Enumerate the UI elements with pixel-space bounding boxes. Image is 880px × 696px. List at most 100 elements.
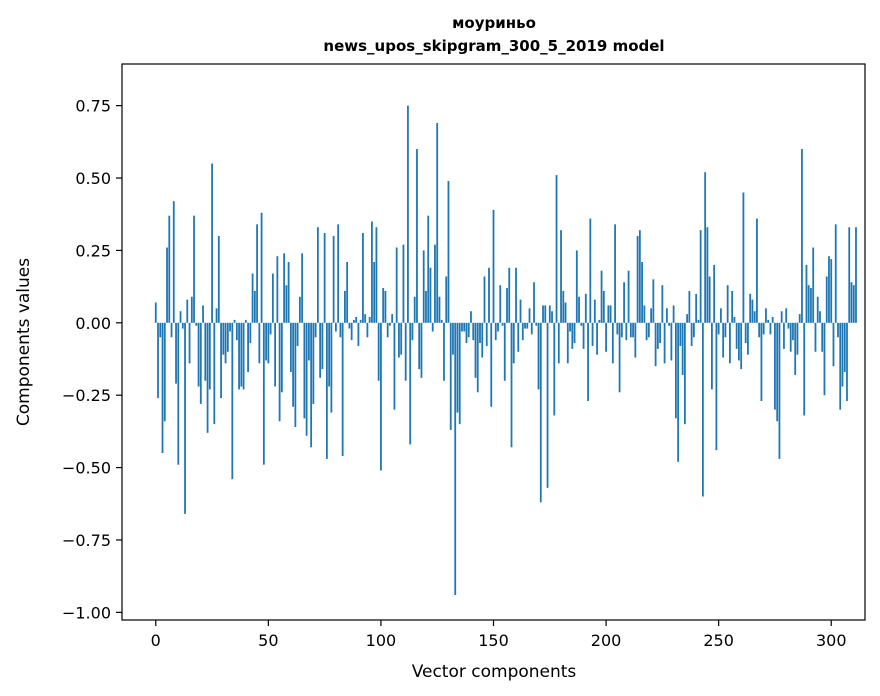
bar	[298, 296, 301, 323]
bar	[789, 322, 792, 352]
bar	[578, 296, 580, 323]
bar	[733, 317, 736, 323]
bar	[774, 322, 776, 410]
bar	[810, 288, 812, 323]
bar	[508, 267, 511, 323]
bar	[843, 322, 846, 373]
bar	[537, 322, 540, 390]
bar	[661, 285, 664, 323]
bar	[582, 322, 585, 349]
bar	[454, 322, 457, 595]
bar	[301, 253, 304, 323]
bar	[602, 290, 605, 323]
bar	[265, 322, 267, 361]
bar	[346, 262, 349, 323]
bar	[319, 322, 322, 378]
bar	[731, 290, 734, 323]
bar	[553, 322, 556, 416]
bar	[373, 262, 376, 323]
bar	[499, 285, 502, 323]
bar	[796, 322, 799, 355]
bar	[503, 322, 506, 381]
bar	[244, 319, 247, 323]
bar	[305, 322, 308, 436]
bar	[618, 322, 621, 393]
bar	[242, 322, 245, 390]
y-tick-label: −1.00	[62, 603, 111, 622]
bar	[217, 235, 220, 323]
bar	[170, 322, 173, 338]
bar	[425, 290, 427, 323]
y-tick-label: 0.75	[75, 97, 111, 116]
bar	[834, 224, 837, 323]
x-tick-label: 200	[591, 631, 622, 650]
bar	[481, 322, 484, 358]
bar	[184, 322, 186, 514]
bar	[407, 105, 409, 323]
bar	[530, 322, 533, 335]
bar	[517, 322, 520, 352]
bar	[479, 322, 481, 344]
bar	[589, 218, 592, 323]
bar	[163, 322, 166, 422]
bar	[850, 282, 853, 323]
bar	[429, 267, 432, 323]
bar	[593, 299, 596, 323]
bar	[461, 322, 463, 332]
bar	[643, 305, 646, 323]
bar	[443, 322, 445, 381]
bar	[193, 215, 195, 323]
bar	[839, 322, 842, 410]
bar	[497, 322, 499, 332]
x-axis: 0 50 100 150 200 250 300	[151, 620, 847, 650]
bar	[431, 322, 434, 332]
bar	[526, 322, 529, 329]
bar	[199, 322, 202, 404]
bar	[747, 322, 749, 355]
bar	[307, 322, 310, 361]
bar	[825, 276, 828, 323]
bar	[632, 322, 634, 338]
bar	[456, 322, 459, 413]
bar	[726, 285, 729, 323]
bar	[828, 256, 830, 323]
bar	[179, 311, 182, 323]
bar	[226, 322, 229, 352]
bar	[647, 322, 650, 338]
bar	[215, 308, 218, 323]
y-tick-label: −0.75	[62, 531, 111, 550]
bar	[204, 322, 207, 381]
chart-title-line2: news_upos_skipgram_300_5_2019 model	[323, 37, 664, 55]
x-tick-label: 300	[816, 631, 847, 650]
bar	[271, 273, 274, 323]
bar	[521, 322, 524, 341]
bar	[708, 276, 711, 323]
y-axis: 0.75 0.50 0.25 0.00 −0.25 −0.50 −0.75 −1.00	[62, 97, 122, 622]
bar	[801, 149, 803, 323]
bar	[600, 270, 603, 323]
x-tick-label: 50	[258, 631, 278, 650]
bar	[524, 322, 526, 329]
bar	[253, 290, 256, 323]
bar	[445, 276, 448, 323]
bar	[816, 296, 819, 323]
bar	[501, 322, 504, 326]
chart-title-line1: моуриньо	[452, 14, 536, 32]
bar	[546, 322, 549, 488]
bar	[650, 308, 653, 323]
bar	[488, 267, 490, 323]
bar	[769, 322, 772, 335]
bar	[195, 322, 198, 326]
bar	[359, 319, 362, 323]
bar	[289, 322, 292, 373]
bar	[166, 247, 168, 323]
bar	[762, 322, 765, 335]
x-tick-label: 0	[151, 631, 161, 650]
bar	[512, 322, 515, 364]
bar	[564, 302, 567, 323]
bar	[186, 299, 189, 323]
bar	[760, 322, 763, 401]
bar	[569, 322, 571, 332]
bar	[575, 250, 578, 323]
bar	[668, 322, 671, 326]
